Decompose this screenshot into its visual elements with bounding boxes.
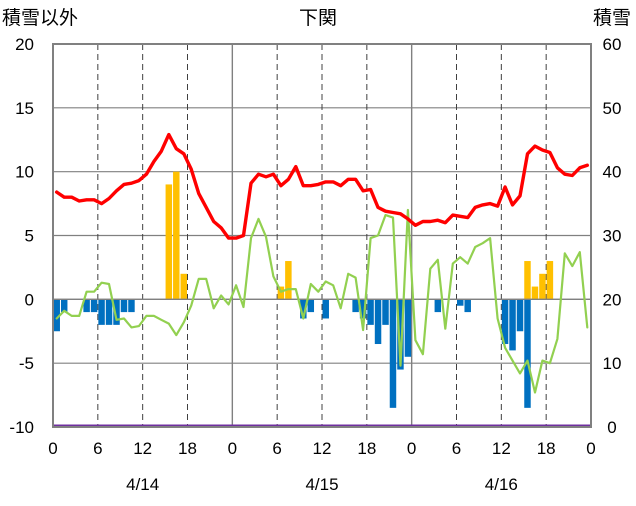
negative-bar — [389, 299, 397, 408]
x-tick-label: 18 — [537, 439, 556, 458]
right-tick-label: 20 — [603, 290, 622, 309]
negative-bar — [382, 299, 389, 325]
x-tick-label: 6 — [452, 439, 461, 458]
date-labels: 4/14 4/15 4/16 — [126, 475, 518, 494]
precipitation-bar — [173, 171, 180, 300]
left-tick-label: -5 — [19, 354, 34, 373]
negative-bar — [83, 299, 90, 313]
right-tick-label: 50 — [603, 99, 622, 118]
negative-bar — [90, 299, 98, 313]
x-tick-label: 12 — [133, 439, 152, 458]
negative-bar — [352, 299, 359, 313]
negative-bar — [53, 299, 60, 332]
precipitation-bar — [277, 286, 285, 300]
grid-lines — [53, 44, 591, 427]
x-tick-label: 12 — [313, 439, 332, 458]
negative-bar — [359, 299, 367, 319]
wind-line — [55, 208, 589, 394]
x-tick-label: 0 — [48, 439, 57, 458]
negative-bar — [300, 299, 307, 319]
x-tick-label: 18 — [357, 439, 376, 458]
precipitation-bar — [285, 261, 292, 300]
bar-series — [53, 171, 554, 408]
precipitation-bar — [524, 261, 531, 300]
right-tick-label: 30 — [603, 227, 622, 246]
date-label: 4/15 — [305, 475, 338, 494]
negative-bar — [464, 299, 471, 313]
precipitation-bar — [531, 286, 539, 300]
date-label: 4/14 — [126, 475, 159, 494]
negative-bar — [434, 299, 442, 313]
precipitation-bar — [539, 273, 546, 300]
precipitation-bar — [546, 261, 554, 300]
negative-bar — [307, 299, 315, 313]
x-tick-label: 18 — [178, 439, 197, 458]
right-tick-label: 40 — [603, 163, 622, 182]
right-tick-label: 10 — [603, 354, 622, 373]
left-tick-label: 15 — [15, 99, 34, 118]
date-label: 4/16 — [485, 475, 518, 494]
left-axis-title: 積雪以外 — [2, 7, 78, 29]
x-tick-label: 0 — [228, 439, 237, 458]
negative-bar — [524, 299, 531, 408]
right-axis-title: 積雪 — [593, 7, 631, 29]
precipitation-bar — [180, 273, 187, 300]
negative-bar — [501, 299, 509, 345]
negative-bar — [367, 299, 374, 325]
x-axis-ticks: 0 6 12 18 0 6 12 18 0 6 12 18 0 — [48, 439, 595, 458]
chart-title: 下関 — [299, 8, 337, 29]
x-tick-label: 6 — [272, 439, 281, 458]
negative-bar — [509, 299, 516, 351]
negative-bar — [374, 299, 382, 345]
right-tick-label: 60 — [603, 35, 622, 54]
negative-bar — [113, 299, 120, 325]
temperature-line — [55, 132, 589, 240]
right-axis-ticks: 60 50 40 30 20 10 0 — [603, 35, 622, 437]
negative-bar — [60, 299, 68, 313]
left-tick-label: 20 — [15, 35, 34, 54]
negative-bar — [128, 299, 135, 313]
x-tick-label: 0 — [586, 439, 595, 458]
negative-bar — [322, 299, 329, 319]
negative-bar — [397, 299, 404, 370]
negative-bar — [120, 299, 128, 313]
left-tick-label: 0 — [25, 290, 34, 309]
negative-bar — [516, 299, 524, 332]
negative-bar — [457, 299, 464, 306]
negative-bar — [404, 299, 412, 357]
negative-bar — [105, 299, 113, 325]
plot-frame — [52, 43, 592, 428]
x-tick-label: 12 — [492, 439, 511, 458]
left-tick-label: -10 — [9, 418, 34, 437]
right-tick-label: 0 — [607, 418, 616, 437]
left-axis-ticks: 20 15 10 5 0 -5 -10 — [9, 35, 34, 437]
x-tick-label: 6 — [93, 439, 102, 458]
negative-bar — [98, 299, 105, 325]
left-tick-label: 5 — [25, 227, 34, 246]
left-tick-label: 10 — [15, 163, 34, 182]
precipitation-bar — [165, 184, 173, 300]
x-tick-label: 0 — [407, 439, 416, 458]
